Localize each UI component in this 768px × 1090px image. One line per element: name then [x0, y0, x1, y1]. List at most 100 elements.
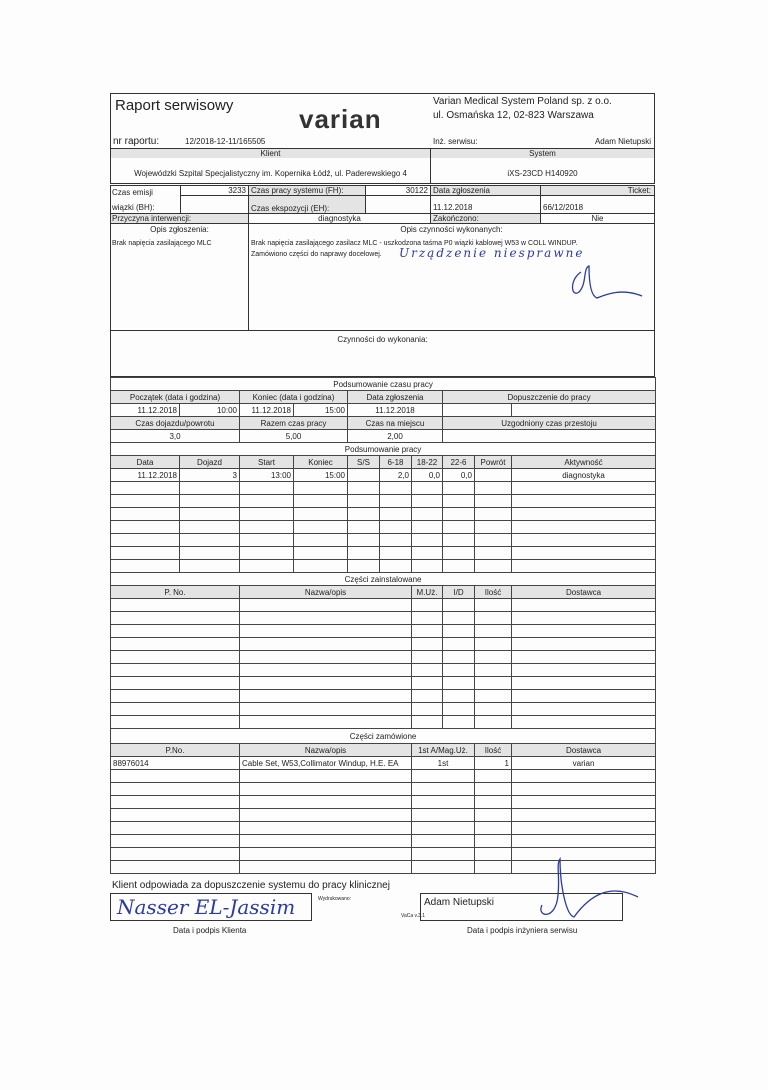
table-cell [510, 624, 657, 638]
table-row [110, 821, 657, 835]
table-cell [239, 559, 294, 573]
beam-value: 3233 [180, 185, 249, 196]
table-cell [239, 782, 412, 796]
table-cell [110, 702, 240, 716]
table-row [110, 676, 657, 690]
table-cell [110, 494, 180, 508]
table-row: 11.12.2018 3 13:00 15:00 2,0 0,0 0,0 diagnostyk… [110, 468, 657, 482]
table-row [110, 650, 657, 664]
table-cell [474, 663, 512, 677]
installed-parts-title: Części zainstalowane [109, 572, 657, 586]
work-summary-header: Data Dojazd Start Koniec S/S 6-18 18-22 22-6 Pow… [110, 455, 657, 469]
table-cell [239, 520, 294, 534]
table-row [110, 702, 657, 716]
table-cell: 13:00 [239, 468, 294, 482]
table-cell [110, 769, 240, 783]
table-cell [442, 481, 475, 495]
table-cell [474, 715, 512, 729]
table-cell [411, 598, 443, 612]
table-cell [510, 676, 657, 690]
onsite-label: Czas na miejscu [347, 416, 443, 430]
table-cell: 15:00 [293, 468, 348, 482]
table-cell [110, 533, 180, 547]
client-box: Klient Wojewódzki Szpital Specjalistyczn… [110, 148, 431, 184]
table-cell [347, 468, 380, 482]
engineer-signature-box: Adam Nietupski [420, 893, 623, 921]
column-header: S/S [347, 455, 380, 469]
table-cell [239, 795, 412, 809]
table-cell [239, 821, 412, 835]
table-cell [442, 663, 475, 677]
table-cell [442, 598, 475, 612]
report-title: Raport serwisowy [115, 97, 234, 114]
table-cell [379, 520, 412, 534]
table-cell [239, 715, 412, 729]
table-cell [510, 808, 657, 822]
table-cell [239, 507, 294, 521]
column-header: Koniec [293, 455, 348, 469]
table-row [110, 782, 657, 796]
client-value: Wojewódzki Szpital Specjalistyczny im. K… [134, 169, 407, 178]
table-cell [179, 546, 240, 560]
table-cell [110, 650, 240, 664]
table-cell [110, 847, 240, 861]
table-cell [239, 808, 412, 822]
table-cell [239, 689, 412, 703]
table-cell: varian [510, 756, 657, 770]
table-cell [442, 611, 475, 625]
table-cell [293, 507, 348, 521]
table-cell [411, 689, 443, 703]
table-cell [442, 676, 475, 690]
column-header: Powrót [474, 455, 512, 469]
varian-logo: varian [299, 104, 382, 134]
table-row [110, 847, 657, 861]
table-cell [474, 481, 512, 495]
table-cell: 88976014 [110, 756, 240, 770]
table-cell [110, 481, 180, 495]
column-header: Ilość [474, 743, 512, 757]
table-cell [239, 611, 412, 625]
table-row [110, 795, 657, 809]
issue-box: Opis zgłoszenia: Brak napięcia zasilając… [110, 223, 249, 331]
column-header: M.Uż. [411, 585, 443, 599]
issue: Brak napięcia zasilającego MLC [112, 240, 212, 247]
installed-parts-header: P. No. Nazwa/opis M.Uż. I/D Ilość Dostawca [110, 585, 657, 599]
table-cell [179, 494, 240, 508]
table-cell [510, 689, 657, 703]
table-cell [379, 533, 412, 547]
table-cell [347, 546, 380, 560]
table-cell [411, 769, 475, 783]
table-cell [179, 559, 240, 573]
table-cell [442, 650, 475, 664]
table-cell [510, 702, 657, 716]
table-cell [239, 533, 294, 547]
table-cell [411, 520, 443, 534]
table-cell [474, 795, 512, 809]
work-summary-title: Podsumowanie pracy [109, 442, 657, 456]
table-cell [411, 533, 443, 547]
column-header: Dojazd [179, 455, 240, 469]
report-no-label: nr raportu: [113, 136, 160, 147]
column-header: 18-22 [411, 455, 443, 469]
report-no: 12/2018-12-11/165505 [185, 137, 266, 146]
table-cell [110, 520, 180, 534]
table-cell [379, 546, 412, 560]
report-date: 11.12.2018 [347, 403, 443, 417]
table-cell [442, 689, 475, 703]
table-cell [293, 494, 348, 508]
table-cell [442, 702, 475, 716]
table-cell [239, 702, 412, 716]
travel: 3,0 [110, 429, 240, 443]
table-cell: 2,0 [379, 468, 412, 482]
table-cell [442, 507, 475, 521]
table-cell [110, 611, 240, 625]
todo-box: Czynności do wykonania: [110, 330, 655, 377]
table-cell [411, 676, 443, 690]
table-cell: 3 [179, 468, 240, 482]
client-notice: Klient odpowiada za dopuszczenie systemu… [112, 880, 390, 891]
table-cell [347, 559, 380, 573]
table-cell [110, 676, 240, 690]
end-time: 15:00 [293, 403, 348, 417]
table-cell [411, 808, 475, 822]
